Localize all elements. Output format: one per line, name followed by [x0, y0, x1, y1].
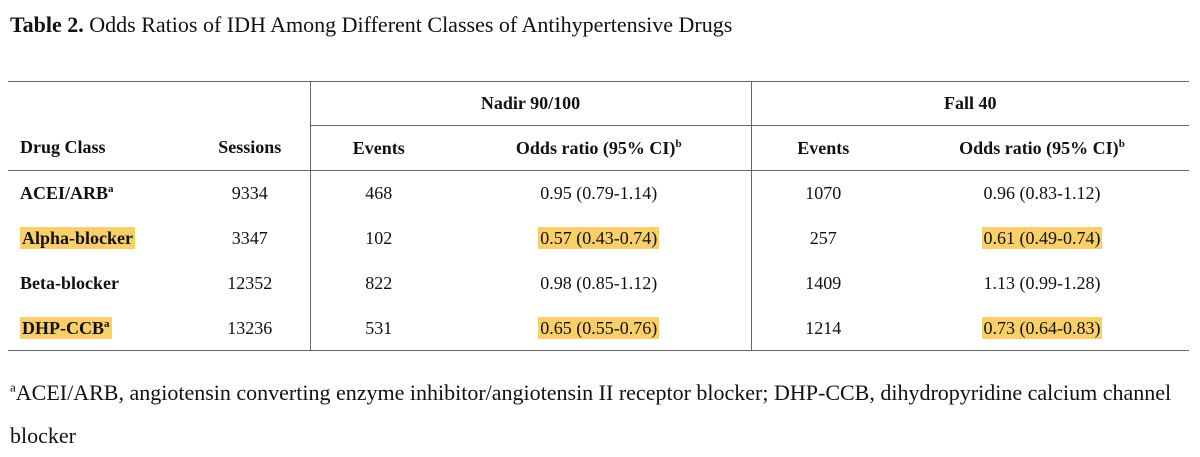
row-nadir-odds-ratio: 0.98 (0.85-1.12) [540, 273, 658, 293]
footnote-text: ACEI/ARB, angiotensin converting enzyme … [10, 380, 1172, 448]
row-nadir-events: 468 [309, 170, 447, 216]
row-sessions: 13236 [227, 317, 273, 338]
group-header-row: Nadir 90/100 Fall 40 [8, 81, 1189, 126]
row-nadir-events: 822 [309, 261, 447, 306]
row-fall-odds-ratio: 0.61 (0.49-0.74) [895, 216, 1189, 261]
highlighted-odds-ratio: 0.65 (0.55-0.76) [538, 316, 660, 339]
table-title: Odds Ratios of IDH Among Different Class… [89, 12, 733, 37]
row-drug-class: ACEI/ARBa [20, 183, 114, 203]
header-fall-events: Events [750, 125, 895, 171]
row-fall-events: 1214 [750, 306, 895, 351]
row-nadir-events: 531 [309, 306, 447, 351]
row-fall-odds-ratio: 0.73 (0.64-0.83) [895, 306, 1189, 351]
row-nadir-odds-ratio: 0.95 (0.79-1.14) [540, 183, 658, 203]
row-sessions: 9334 [231, 183, 268, 203]
header-drug-class: Drug Class [20, 137, 106, 158]
table-row: DHP-CCBa 13236 531 0.65 (0.55-0.76) 1214… [8, 306, 1189, 351]
row-nadir-events: 102 [309, 216, 447, 261]
row-nadir-odds-ratio: 0.57 (0.43-0.74) [447, 216, 751, 261]
footnote-marker: a [10, 379, 16, 395]
highlighted-drug-class: DHP-CCBa [20, 316, 112, 339]
odds-ratio-table: Nadir 90/100 Fall 40 Drug Class Sessions… [8, 81, 1189, 351]
header-nadir-odds-ratio: Odds ratio (95% CI)b [515, 137, 682, 158]
table-row: ACEI/ARBa 9334 468 0.95 (0.79-1.14) 1070… [8, 170, 1189, 216]
highlighted-odds-ratio: 0.61 (0.49-0.74) [981, 227, 1103, 249]
row-fall-events: 1409 [750, 261, 895, 306]
header-nadir-events: Events [309, 125, 447, 171]
header-fall-odds-ratio: Odds ratio (95% CI)b [959, 137, 1125, 158]
group-header-fall: Fall 40 [750, 81, 1189, 126]
row-fall-odds-ratio: 1.13 (0.99-1.28) [983, 273, 1101, 293]
highlighted-drug-class: Alpha-blocker [20, 227, 136, 249]
row-nadir-odds-ratio: 0.65 (0.55-0.76) [447, 306, 751, 351]
header-sessions: Sessions [218, 137, 282, 158]
row-drug-class: DHP-CCBa [8, 306, 190, 351]
row-fall-events: 1070 [750, 170, 895, 216]
column-header-row: Drug Class Sessions Events Odds ratio (9… [8, 125, 1189, 171]
group-header-nadir: Nadir 90/100 [309, 81, 751, 126]
row-drug-class: Beta-blocker [20, 273, 119, 293]
table-footnote: aACEI/ARB, angiotensin converting enzyme… [10, 371, 1195, 457]
row-fall-events: 257 [750, 216, 895, 261]
row-drug-class: Alpha-blocker [8, 216, 190, 261]
table-label: Table 2. [10, 12, 84, 37]
row-sessions: 3347 [231, 228, 268, 248]
table-row: Alpha-blocker 3347 102 0.57 (0.43-0.74) … [8, 216, 1189, 261]
table-row: Beta-blocker 12352 822 0.98 (0.85-1.12) … [8, 261, 1189, 306]
row-sessions: 12352 [227, 273, 273, 293]
highlighted-odds-ratio: 0.73 (0.64-0.83) [981, 316, 1103, 339]
highlighted-odds-ratio: 0.57 (0.43-0.74) [538, 227, 660, 249]
row-fall-odds-ratio: 0.96 (0.83-1.12) [983, 183, 1101, 203]
table-caption: Table 2. Odds Ratios of IDH Among Differ… [10, 12, 732, 38]
